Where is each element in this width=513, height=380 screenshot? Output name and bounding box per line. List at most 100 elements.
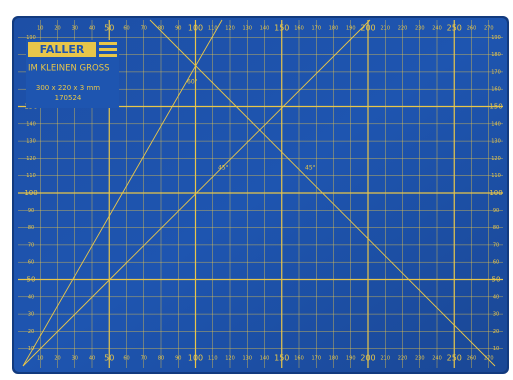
x-scale-label: 140 [260, 356, 270, 362]
x-scale-label: 10 [37, 356, 43, 362]
x-scale-label: 240 [432, 356, 442, 362]
slogan: IM KLEINEN GROSS [28, 64, 110, 74]
y-scale-label: 130 [491, 139, 501, 145]
x-scale-label: 230 [415, 26, 425, 32]
x-scale-label: 180 [329, 26, 339, 32]
x-scale-label: 50 [104, 354, 114, 363]
y-scale-label: 190 [26, 35, 36, 41]
y-scale-label: 60 [493, 260, 499, 266]
x-scale-label: 10 [37, 26, 43, 32]
x-scale-label: 210 [380, 356, 390, 362]
x-scale-label: 40 [89, 356, 95, 362]
angle-label: 45° [305, 165, 316, 172]
y-scale-label: 140 [491, 121, 501, 127]
y-scale-label: 140 [26, 121, 36, 127]
x-scale-label: 20 [54, 356, 60, 362]
y-scale-label: 120 [26, 156, 36, 162]
y-scale-label: 80 [28, 225, 34, 231]
code: 170524 [55, 94, 82, 102]
x-scale-label: 20 [54, 26, 60, 32]
x-scale-label: 150 [274, 24, 289, 33]
x-scale-label: 80 [158, 26, 164, 32]
y-scale-label: 70 [28, 242, 34, 248]
x-scale-label: 150 [274, 354, 289, 363]
y-scale-label: 60 [28, 260, 34, 266]
x-scale-label: 120 [225, 356, 235, 362]
y-scale-label: 40 [28, 294, 34, 300]
y-scale-label: 100 [24, 189, 37, 197]
x-scale-label: 50 [104, 24, 114, 33]
x-scale-label: 140 [260, 26, 270, 32]
x-scale-label: 30 [72, 26, 78, 32]
x-scale-label: 230 [415, 356, 425, 362]
y-scale-label: 110 [26, 173, 36, 179]
x-scale-label: 250 [447, 24, 462, 33]
x-scale-label: 130 [242, 356, 252, 362]
logo-box [28, 42, 96, 57]
x-scale-label: 170 [311, 356, 321, 362]
y-scale-label: 90 [493, 208, 499, 214]
y-scale-label: 30 [493, 312, 499, 318]
x-scale-label: 270 [484, 356, 494, 362]
y-scale-label: 180 [491, 52, 501, 58]
x-scale-label: 30 [72, 356, 78, 362]
x-scale-label: 240 [432, 26, 442, 32]
x-scale-label: 80 [158, 356, 164, 362]
x-scale-label: 120 [225, 26, 235, 32]
y-scale-label: 100 [489, 189, 502, 197]
y-scale-label: 20 [493, 329, 499, 335]
y-scale-label: 150 [489, 103, 502, 111]
x-scale-label: 60 [123, 356, 129, 362]
x-scale-label: 40 [89, 26, 95, 32]
angle-line-45 [22, 19, 371, 367]
x-scale-label: 160 [294, 356, 304, 362]
angle-label: 60° [187, 79, 198, 86]
x-scale-label: 220 [398, 356, 408, 362]
x-scale-label: 260 [467, 356, 477, 362]
size: 300 x 220 x 3 mm [36, 84, 100, 92]
y-scale-label: 10 [493, 346, 499, 352]
x-scale-label: 100 [188, 354, 203, 363]
y-scale-label: 50 [27, 276, 36, 284]
y-scale-label: 80 [493, 225, 499, 231]
y-scale-label: 10 [28, 346, 34, 352]
y-scale-label: 70 [493, 242, 499, 248]
y-scale-label: 160 [491, 87, 501, 93]
x-scale-label: 220 [398, 26, 408, 32]
x-scale-label: 60 [123, 26, 129, 32]
x-scale-label: 170 [311, 26, 321, 32]
y-scale-label: 40 [493, 294, 499, 300]
x-scale-label: 200 [360, 24, 375, 33]
x-scale-label: 130 [242, 26, 252, 32]
x-scale-label: 70 [141, 26, 147, 32]
y-scale-label: 110 [491, 173, 501, 179]
angle-lines [22, 19, 496, 367]
x-scale-label: 160 [294, 26, 304, 32]
x-scale-label: 110 [208, 26, 218, 32]
y-scale-label: 170 [491, 69, 501, 75]
x-scale-label: 180 [329, 356, 339, 362]
x-scale-label: 210 [380, 26, 390, 32]
angle-label: 45° [218, 165, 229, 172]
x-scale-label: 250 [447, 354, 462, 363]
y-scale-label: 20 [28, 329, 34, 335]
x-scale-label: 110 [208, 356, 218, 362]
x-scale-label: 90 [175, 356, 181, 362]
y-scale-label: 30 [28, 312, 34, 318]
x-scale-label: 190 [346, 356, 356, 362]
y-scale-label: 90 [28, 208, 34, 214]
x-scale-label: 190 [346, 26, 356, 32]
x-scale-label: 70 [141, 356, 147, 362]
y-scale-label: 50 [492, 276, 501, 284]
x-scale-label: 260 [467, 26, 477, 32]
angle-line-60 [22, 19, 223, 367]
angle-line-45 [149, 19, 496, 367]
x-scale-label: 270 [484, 26, 494, 32]
brand: FALLER [40, 43, 85, 56]
x-scale-label: 200 [360, 354, 375, 363]
y-scale-label: 120 [491, 156, 501, 162]
y-scale-label: 190 [491, 35, 501, 41]
logo-stripes [99, 42, 117, 57]
y-scale-label: 130 [26, 139, 36, 145]
